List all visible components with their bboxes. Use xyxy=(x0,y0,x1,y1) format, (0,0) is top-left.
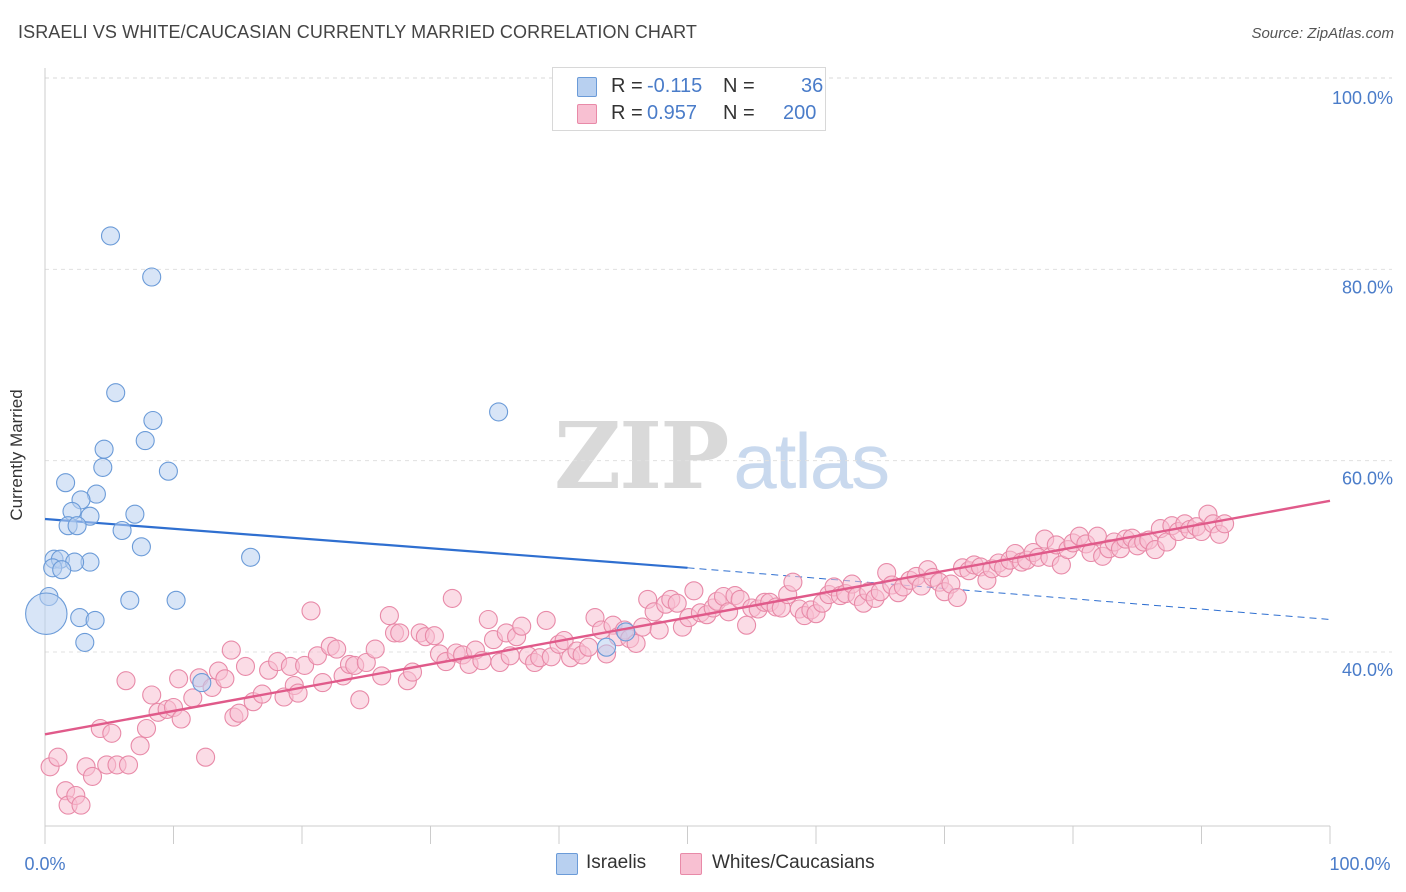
whites-point xyxy=(229,703,249,723)
legend-r-value: 0.957 xyxy=(647,102,698,124)
legend-swatch-whites xyxy=(577,104,597,124)
whites-trend-line xyxy=(44,499,1331,736)
israelis-point xyxy=(241,547,261,567)
israelis-point xyxy=(135,431,155,451)
series-legend-swatch-whites xyxy=(680,853,702,875)
whites-point xyxy=(512,616,532,636)
legend-n-value: 36 xyxy=(801,75,824,97)
whites-point xyxy=(442,588,462,608)
correlation-legend: R = -0.115 N = 36 R = 0.957 N = 200 xyxy=(552,67,826,131)
israelis-point xyxy=(120,590,140,610)
israelis-point xyxy=(131,537,151,557)
whites-point xyxy=(71,795,91,815)
israelis-points xyxy=(25,226,636,693)
whites-point xyxy=(102,723,122,743)
x-tick-label-max: 100.0% xyxy=(1329,854,1390,874)
israelis-point xyxy=(192,673,212,693)
israelis-point xyxy=(596,637,617,657)
whites-point xyxy=(579,637,599,657)
whites-point xyxy=(783,572,803,592)
israelis-trend xyxy=(44,517,1331,620)
legend-r-label: R = xyxy=(611,75,643,97)
legend-n-value: 200 xyxy=(783,102,817,124)
whites-point xyxy=(169,669,189,689)
israelis-point xyxy=(142,267,162,287)
legend-r-label: R = xyxy=(611,102,643,124)
legend-n-label: N = xyxy=(723,102,755,124)
y-tick-label: 60.0% xyxy=(1342,469,1393,489)
israelis-point xyxy=(67,516,87,536)
whites-point xyxy=(424,626,444,646)
series-legend-label-whites: Whites/Caucasians xyxy=(712,852,875,873)
chart-title: ISRAELI VS WHITE/CAUCASIAN CURRENTLY MAR… xyxy=(18,22,697,42)
whites-point xyxy=(171,709,191,729)
watermark-zip: ZIP xyxy=(554,402,729,510)
whites-point xyxy=(372,666,392,686)
y-tick-label: 80.0% xyxy=(1342,277,1393,297)
whites-point xyxy=(221,640,241,660)
whites-point xyxy=(196,747,216,767)
israelis-point xyxy=(80,506,100,526)
israelis-trend-line xyxy=(44,517,688,569)
legend-r-value: -0.115 xyxy=(647,75,703,97)
whites-point xyxy=(48,747,68,767)
israelis-point xyxy=(125,504,145,524)
israelis-point xyxy=(93,457,113,477)
tick-labels: 100.0% 80.0% 60.0% 40.0% 0.0% 100.0% xyxy=(24,88,1393,874)
whites-point xyxy=(947,587,967,608)
legend-n-label: N = xyxy=(723,75,755,97)
whites-point xyxy=(478,609,498,630)
israelis-point xyxy=(85,610,105,630)
israelis-point xyxy=(616,622,636,642)
x-tick-label-min: 0.0% xyxy=(24,854,65,874)
source-label: Source: ZipAtlas.com xyxy=(1251,25,1394,42)
israelis-point xyxy=(52,560,72,580)
israelis-point xyxy=(489,402,509,422)
whites-point xyxy=(142,685,162,705)
israelis-point xyxy=(25,592,68,635)
israelis-point xyxy=(56,473,76,493)
y-tick-label: 40.0% xyxy=(1342,660,1393,680)
whites-point xyxy=(307,646,327,666)
israelis-point xyxy=(100,226,121,246)
whites-point xyxy=(1215,514,1235,534)
whites-point xyxy=(327,639,347,659)
whites-point xyxy=(215,669,235,689)
whites-point xyxy=(649,620,669,640)
y-tick-label: 100.0% xyxy=(1332,88,1393,108)
whites-point xyxy=(365,639,385,659)
israelis-point xyxy=(106,383,126,403)
israelis-point xyxy=(75,632,95,652)
israelis-point xyxy=(166,590,186,610)
whites-point xyxy=(116,671,136,691)
whites-point xyxy=(1087,526,1107,546)
series-legend-swatch-israelis xyxy=(556,853,578,875)
whites-trend xyxy=(44,499,1331,736)
israelis-point xyxy=(158,461,178,481)
axes xyxy=(44,68,1331,844)
whites-point xyxy=(301,601,321,621)
whites-point xyxy=(295,655,315,675)
whites-point xyxy=(356,652,376,673)
israelis-point xyxy=(112,520,132,541)
whites-point xyxy=(130,736,150,756)
israelis-point xyxy=(143,410,163,431)
whites-point xyxy=(684,581,704,601)
whites-point xyxy=(536,610,556,630)
whites-point xyxy=(379,606,399,626)
israelis-point xyxy=(94,439,114,459)
whites-point xyxy=(136,718,157,739)
whites-point xyxy=(737,615,757,635)
whites-point xyxy=(82,766,103,786)
legend-swatch-israelis xyxy=(577,77,597,97)
whites-points xyxy=(40,504,1235,815)
whites-point xyxy=(118,755,139,775)
series-legend-label-israelis: Israelis xyxy=(586,852,647,873)
whites-point xyxy=(390,623,410,643)
whites-point xyxy=(235,656,256,676)
whites-point xyxy=(667,593,687,613)
whites-point xyxy=(350,690,370,710)
